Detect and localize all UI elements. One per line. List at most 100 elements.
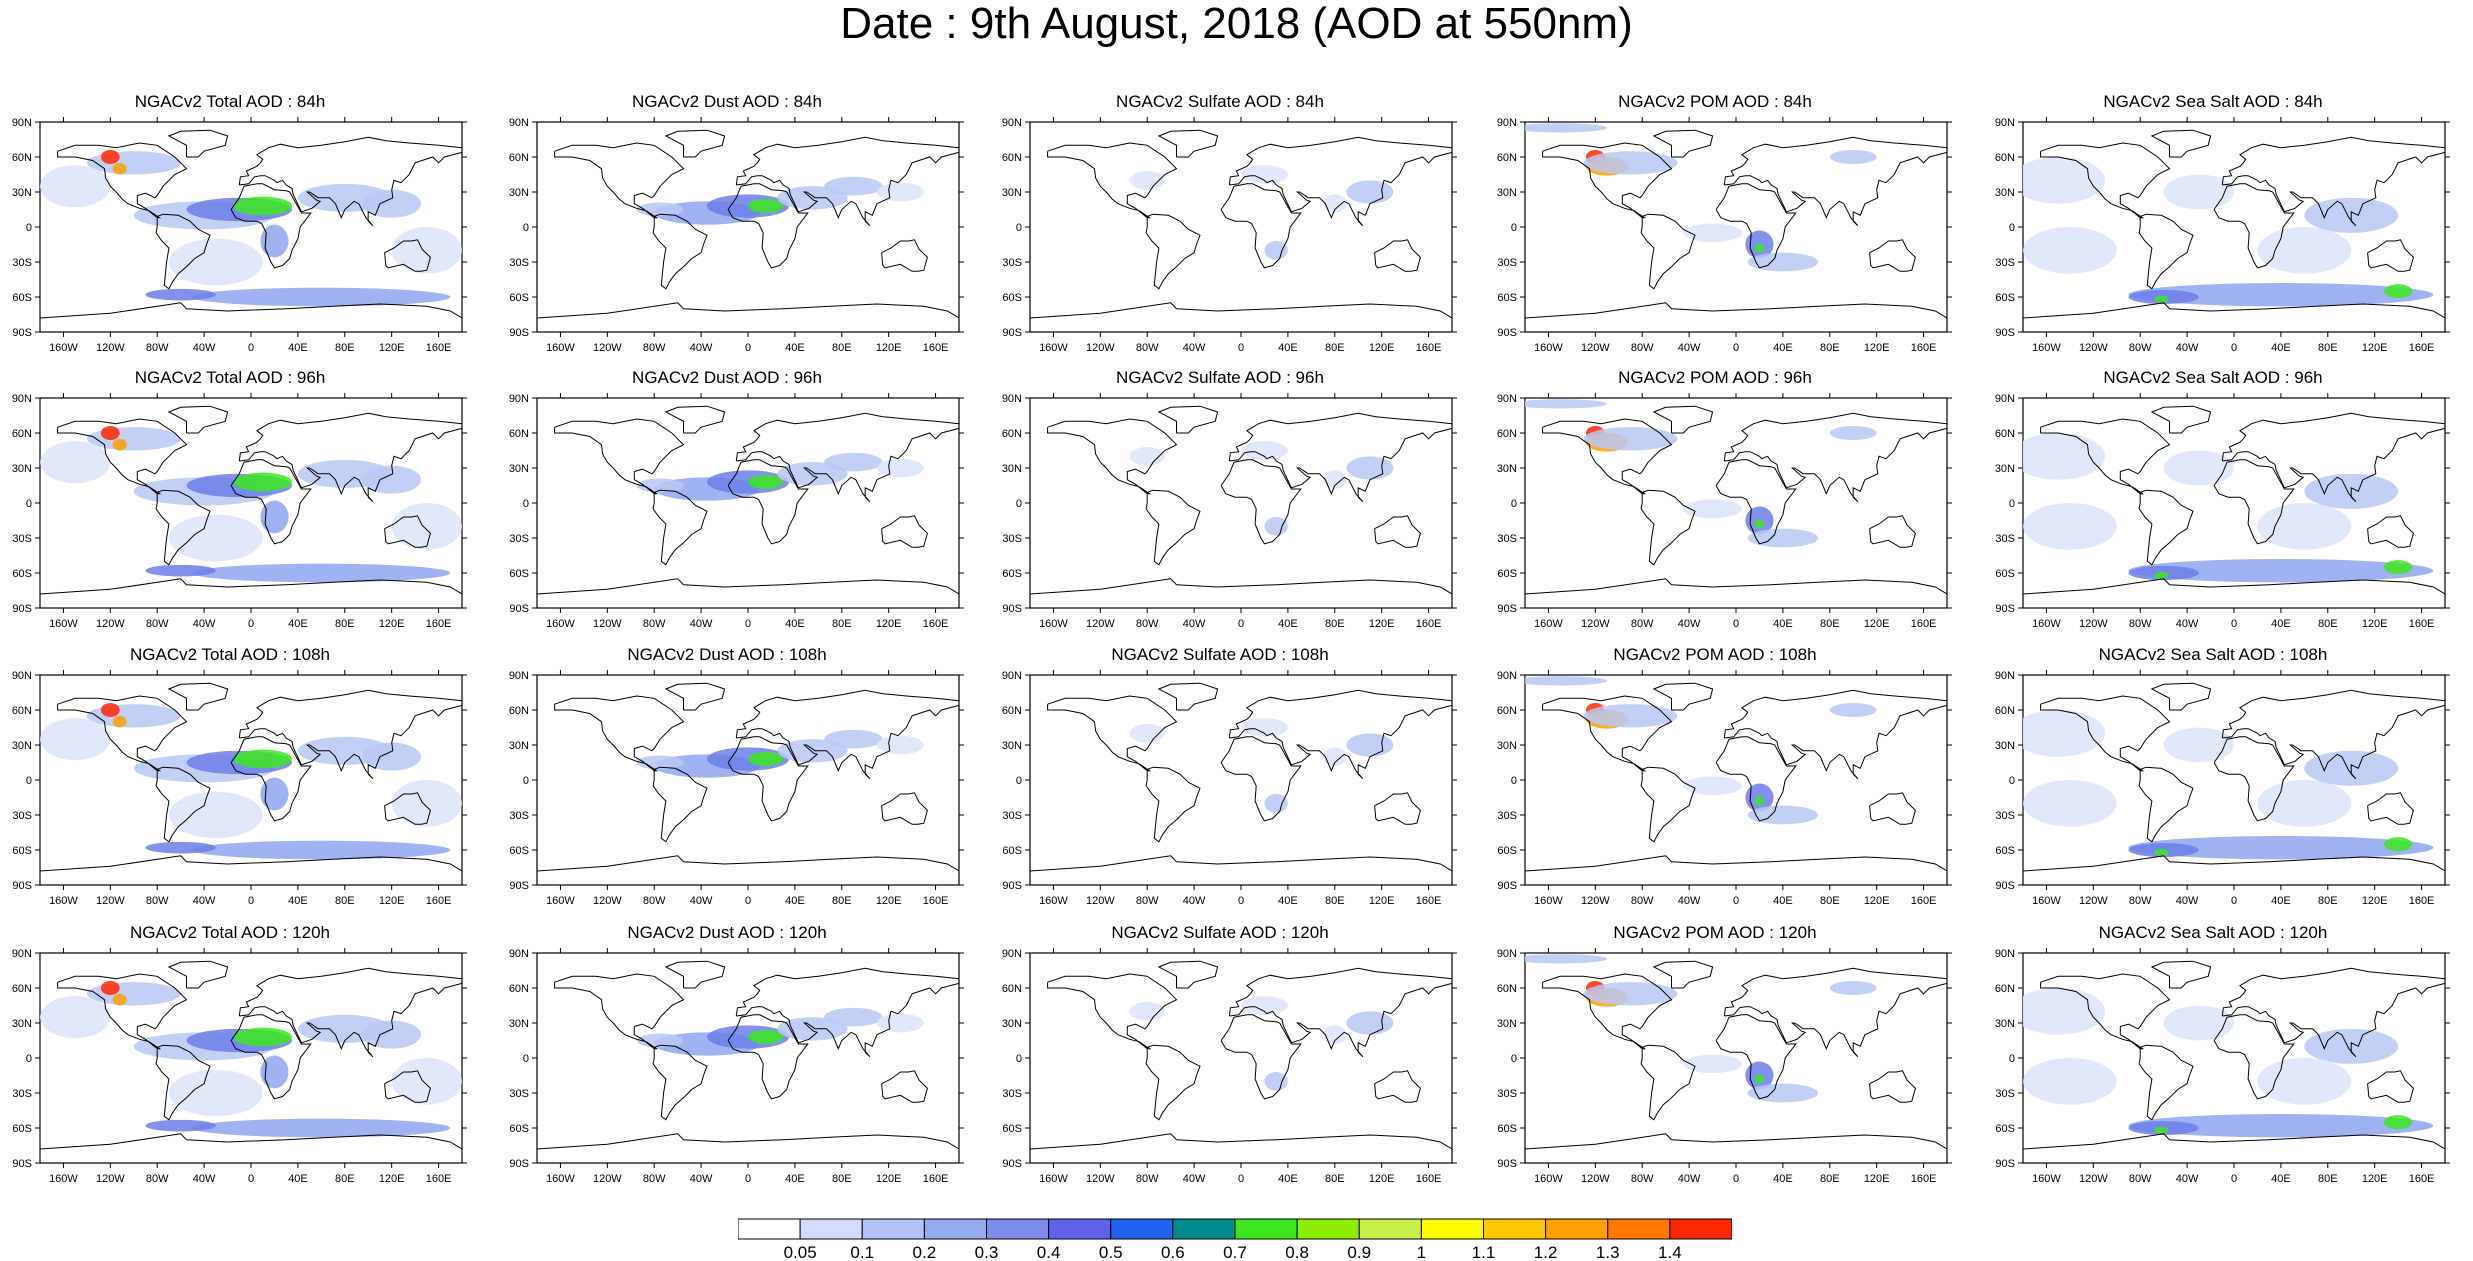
aod-region bbox=[1583, 704, 1678, 728]
coastline bbox=[1030, 578, 1452, 595]
lon-tick-label: 40W bbox=[1183, 1173, 1206, 1183]
lat-tick-label: 30S bbox=[12, 810, 32, 822]
aod-region bbox=[100, 426, 120, 440]
lon-tick-label: 40W bbox=[690, 342, 713, 352]
panel-title: NGACv2 Dust AOD : 108h bbox=[627, 645, 827, 664]
lon-tick-label: 40W bbox=[2176, 895, 2199, 905]
aod-region bbox=[2023, 503, 2117, 550]
coastline bbox=[1145, 766, 1201, 843]
lon-tick-label: 120E bbox=[1864, 895, 1890, 905]
lon-tick-label: 160E bbox=[1416, 895, 1442, 905]
lat-tick-label: 60S bbox=[509, 845, 529, 857]
lat-tick-label: 60S bbox=[1995, 568, 2015, 580]
coastline bbox=[1157, 682, 1219, 711]
aod-region bbox=[1346, 180, 1394, 204]
aod-region bbox=[1323, 747, 1347, 766]
coastline bbox=[1715, 1014, 1797, 1100]
aod-region bbox=[748, 752, 784, 766]
colorbar-label: 1.2 bbox=[1534, 1243, 1558, 1261]
aod-region bbox=[2128, 1114, 2434, 1138]
lat-tick-label: 60N bbox=[12, 983, 32, 995]
lon-tick-label: 120W bbox=[2079, 1173, 2108, 1183]
coastline bbox=[1228, 136, 1452, 227]
coastline bbox=[2221, 689, 2445, 780]
coastline bbox=[1869, 515, 1916, 548]
coastline bbox=[2040, 973, 2171, 1050]
coastline bbox=[2221, 967, 2445, 1058]
lat-tick-label: 30S bbox=[1002, 533, 1022, 545]
aod-field bbox=[2023, 129, 2445, 319]
colorbar-label: 0.4 bbox=[1037, 1243, 1061, 1261]
colorbar-swatch bbox=[799, 1218, 863, 1240]
lon-tick-label: 80W bbox=[2129, 342, 2152, 352]
aod-region bbox=[2154, 295, 2169, 303]
lon-tick-label: 120E bbox=[1369, 342, 1395, 352]
aod-region bbox=[1829, 150, 1877, 164]
lon-tick-label: 160W bbox=[49, 1173, 78, 1183]
lon-tick-label: 80W bbox=[1631, 1173, 1654, 1183]
map-panel: NGACv2 POM AOD : 96h 90N 60N 30N 0 30S 60S 90S 1… bbox=[1485, 368, 1952, 628]
lon-tick-label: 120E bbox=[379, 618, 405, 628]
lon-tick-label: 80E bbox=[2318, 895, 2338, 905]
coastline bbox=[2150, 682, 2212, 711]
lon-tick-label: 80W bbox=[643, 342, 666, 352]
aod-region bbox=[2384, 837, 2413, 852]
aod-region bbox=[2023, 433, 2106, 480]
lat-tick-label: 90S bbox=[1002, 1158, 1022, 1170]
lon-tick-label: 40E bbox=[288, 895, 308, 905]
lat-tick-label: 60S bbox=[12, 845, 32, 857]
lon-tick-label: 40W bbox=[690, 618, 713, 628]
aod-field bbox=[537, 405, 959, 595]
lon-tick-label: 40E bbox=[2271, 895, 2291, 905]
aod-region bbox=[145, 564, 216, 577]
coastline bbox=[554, 695, 685, 772]
lat-tick-label: 0 bbox=[1016, 498, 1022, 510]
lon-tick-label: 160W bbox=[49, 618, 78, 628]
aod-field bbox=[40, 960, 462, 1150]
lat-tick-label: 60N bbox=[509, 983, 529, 995]
world-map: 90N 60N 30N 0 30S 60S 90S 160W 120W 80W 40W 0 40E 80E… bbox=[12, 117, 467, 352]
aod-region bbox=[1525, 676, 1608, 686]
colorbar-label: 1.1 bbox=[1472, 1243, 1496, 1261]
lon-tick-label: 40E bbox=[288, 342, 308, 352]
lat-tick-label: 90N bbox=[1497, 393, 1517, 405]
world-map: 90N 60N 30N 0 30S 60S 90S 160W 120W 80W 40W 0 40E 80E… bbox=[509, 117, 964, 352]
lon-tick-label: 80W bbox=[146, 618, 169, 628]
lat-tick-label: 0 bbox=[26, 775, 32, 787]
lon-tick-label: 160E bbox=[923, 618, 949, 628]
lat-tick-label: 90N bbox=[1497, 117, 1517, 129]
lon-tick-label: 40W bbox=[193, 1173, 216, 1183]
colorbar-label: 0.7 bbox=[1223, 1243, 1247, 1261]
lon-tick-label: 160E bbox=[426, 895, 452, 905]
coastline bbox=[230, 183, 312, 269]
lat-tick-label: 90N bbox=[12, 948, 32, 960]
lon-tick-label: 120E bbox=[1864, 1173, 1890, 1183]
aod-region bbox=[748, 1030, 784, 1044]
lat-tick-label: 30S bbox=[509, 810, 529, 822]
colorbar-swatch bbox=[1669, 1218, 1732, 1240]
coastline bbox=[40, 855, 462, 872]
lat-tick-label: 0 bbox=[2009, 222, 2015, 234]
coastline bbox=[1542, 142, 1673, 219]
coastline bbox=[2040, 418, 2171, 495]
coastline bbox=[727, 736, 809, 822]
lon-tick-label: 40E bbox=[2271, 1173, 2291, 1183]
lat-tick-label: 30N bbox=[12, 740, 32, 752]
aod-region bbox=[1683, 223, 1742, 243]
world-map: 90N 60N 30N 0 30S 60S 90S 160W 120W 80W 40W 0 40E 80E… bbox=[12, 670, 467, 905]
coastline bbox=[727, 1014, 809, 1100]
lon-tick-label: 160E bbox=[2409, 1173, 2435, 1183]
colorbar-label: 0.6 bbox=[1161, 1243, 1185, 1261]
coastline bbox=[652, 213, 708, 290]
map-panel: NGACv2 Total AOD : 120h 90N 60N 30N 0 30S 60S 9… bbox=[0, 923, 467, 1183]
aod-region bbox=[1241, 441, 1288, 460]
coastline bbox=[1157, 129, 1219, 158]
lat-tick-label: 0 bbox=[1016, 222, 1022, 234]
lon-tick-label: 160E bbox=[1911, 342, 1937, 352]
coastline bbox=[2213, 1014, 2295, 1100]
lon-tick-label: 0 bbox=[1733, 895, 1739, 905]
aod-region bbox=[100, 703, 120, 717]
aod-region bbox=[2384, 1115, 2413, 1130]
lat-tick-label: 90S bbox=[12, 603, 32, 615]
lon-tick-label: 160E bbox=[1911, 618, 1937, 628]
